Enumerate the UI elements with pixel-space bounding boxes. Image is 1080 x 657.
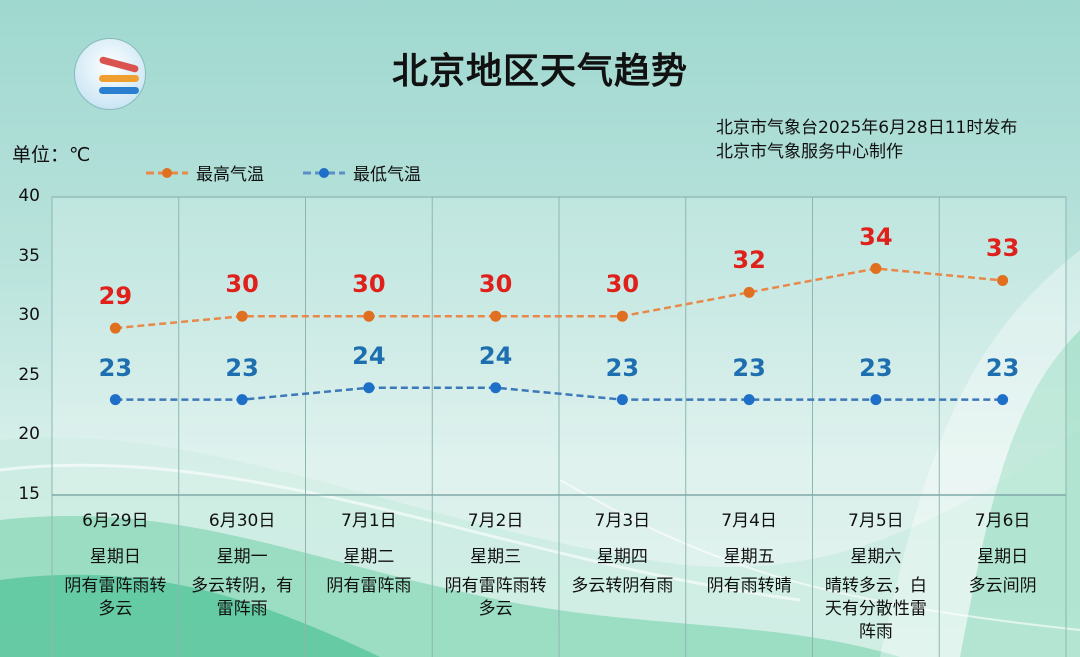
page-title: 北京地区天气趋势 [391, 51, 688, 92]
data-label-low: 24 [352, 341, 386, 370]
condition-label: 阴有雷阵雨转多云 [64, 576, 167, 619]
y-tick-label: 20 [18, 424, 40, 445]
data-label-high: 34 [859, 222, 893, 251]
data-point-high [997, 274, 1009, 286]
date-label: 7月6日 [974, 511, 1031, 531]
date-label: 7月4日 [721, 511, 777, 531]
y-tick-label: 25 [18, 364, 40, 385]
date-label: 7月3日 [594, 511, 651, 531]
date-label: 6月29日 [82, 511, 149, 531]
series-line-low [115, 386, 1003, 401]
data-label-low: 24 [478, 341, 513, 370]
data-label-high: 30 [478, 270, 513, 299]
condition-label: 多云转阴，有雷阵雨 [191, 576, 294, 619]
date-label: 6月30日 [208, 511, 276, 531]
legend-low-label: 最低气温 [353, 165, 421, 185]
legend-high-label: 最高气温 [196, 165, 264, 185]
data-point-low [743, 394, 755, 406]
data-label-high: 29 [98, 282, 133, 311]
weekday-label: 星期五 [723, 547, 775, 567]
series-line-high [115, 267, 1003, 330]
weekday-label: 星期六 [850, 547, 902, 567]
data-point-high [236, 310, 248, 322]
date-label: 7月2日 [467, 511, 524, 531]
condition-label: 多云转阴有雨 [571, 576, 674, 596]
condition-label: 晴转多云，白天有分散性雷阵雨 [824, 576, 927, 642]
data-point-low [616, 394, 628, 406]
weekday-label: 星期日 [89, 547, 141, 567]
data-point-high [363, 310, 375, 322]
data-point-low [997, 394, 1009, 406]
forecast-day-column: 7月5日星期六晴转多云，白天有分散性雷阵雨 [813, 503, 940, 644]
data-point-low [109, 394, 121, 406]
forecast-day-column: 7月6日星期日多云间阴 [939, 503, 1066, 598]
data-point-low [870, 394, 882, 406]
condition-label: 阴有雷阵雨 [326, 576, 412, 596]
data-point-high [490, 310, 502, 322]
date-label: 7月5日 [848, 511, 904, 531]
weekday-label: 星期一 [216, 547, 268, 567]
meteorological-service-logo [74, 38, 146, 110]
data-label-high: 32 [732, 246, 766, 275]
data-point-low [236, 394, 248, 406]
producer-line: 北京市气象服务中心制作 [716, 142, 903, 162]
date-label: 7月1日 [341, 511, 397, 531]
data-point-low [363, 382, 375, 394]
data-point-low [490, 382, 502, 394]
data-label-low: 23 [859, 353, 893, 382]
issuer-info: 北京市气象台2025年6月28日11时发布 北京市气象服务中心制作 [716, 116, 1017, 164]
data-label-low: 23 [225, 353, 259, 382]
forecast-day-column: 7月3日星期四多云转阴有雨 [559, 503, 686, 598]
forecast-day-column: 7月1日星期二阴有雷阵雨 [306, 503, 433, 598]
legend-low-marker-icon [303, 167, 345, 178]
forecast-day-column: 6月29日星期日阴有雷阵雨转多云 [52, 503, 179, 621]
data-label-high: 30 [225, 270, 259, 299]
y-tick-label: 40 [18, 186, 40, 206]
forecast-day-column: 6月30日星期一多云转阴，有雷阵雨 [179, 503, 306, 621]
legend-low: 最低气温 [303, 160, 421, 185]
forecast-day-column: 7月2日星期三阴有雷阵雨转多云 [432, 503, 559, 621]
data-label-high: 30 [605, 270, 640, 299]
data-label-low: 23 [605, 353, 640, 382]
weekday-label: 星期日 [977, 547, 1029, 567]
data-point-high [109, 322, 121, 334]
unit-label: 单位：℃ [12, 144, 91, 166]
weekday-label: 星期三 [470, 547, 522, 567]
condition-label: 阴有雷阵雨转多云 [444, 576, 547, 619]
weekday-label: 星期四 [596, 547, 648, 567]
legend-high-marker-icon [146, 167, 188, 178]
data-label-low: 23 [732, 353, 766, 382]
condition-label: 多云间阴 [968, 576, 1037, 596]
data-point-high [616, 310, 628, 322]
weekday-label: 星期二 [343, 547, 395, 567]
data-label-low: 23 [985, 353, 1020, 382]
y-tick-label: 30 [18, 305, 40, 326]
data-point-high [743, 286, 755, 298]
condition-label: 阴有雨转晴 [706, 576, 792, 596]
forecast-day-column: 7月4日星期五阴有雨转晴 [686, 503, 813, 598]
data-point-high [870, 263, 882, 275]
y-tick-label: 35 [18, 245, 40, 266]
data-label-low: 23 [98, 353, 133, 382]
data-label-high: 30 [352, 270, 386, 299]
issuer-line: 北京市气象台2025年6月28日11时发布 [716, 118, 1018, 138]
legend-high: 最高气温 [146, 160, 264, 185]
y-tick-label: 15 [18, 484, 40, 504]
data-label-high: 33 [985, 234, 1020, 263]
